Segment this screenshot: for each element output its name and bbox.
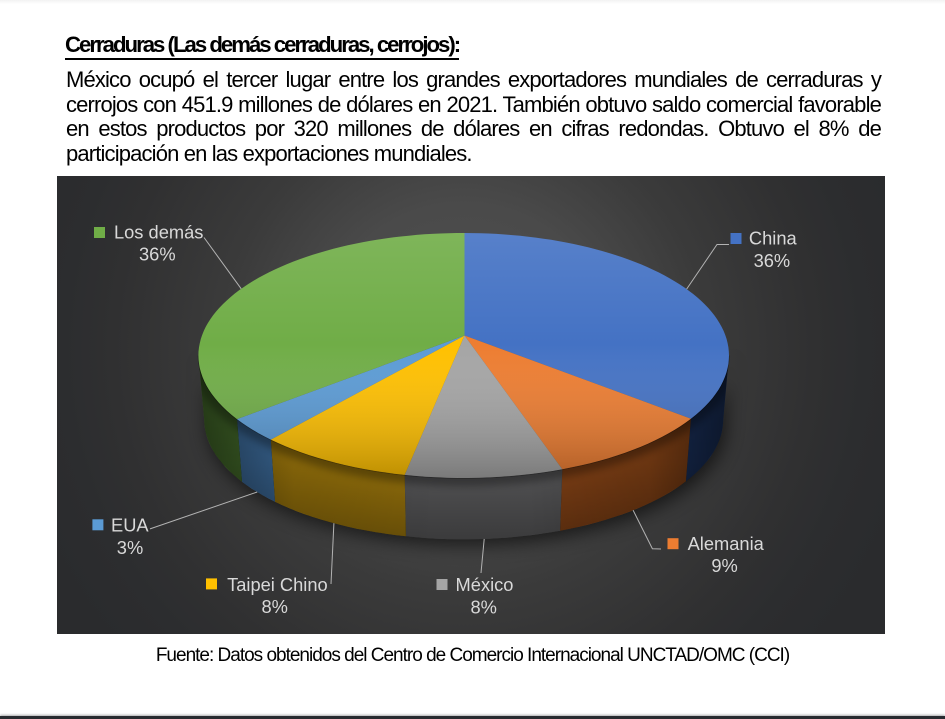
svg-text:EUA: EUA <box>111 515 149 536</box>
svg-text:3%: 3% <box>117 537 143 558</box>
svg-text:36%: 36% <box>139 244 176 265</box>
svg-text:8%: 8% <box>470 596 496 617</box>
svg-text:México: México <box>456 574 514 595</box>
svg-text:Alemania: Alemania <box>688 533 765 554</box>
svg-text:36%: 36% <box>754 250 791 271</box>
svg-text:Taipei Chino: Taipei Chino <box>227 574 328 595</box>
svg-text:Los demás: Los demás <box>114 221 203 242</box>
svg-text:8%: 8% <box>261 596 287 617</box>
svg-text:China: China <box>749 228 798 249</box>
svg-text:9%: 9% <box>711 555 737 576</box>
